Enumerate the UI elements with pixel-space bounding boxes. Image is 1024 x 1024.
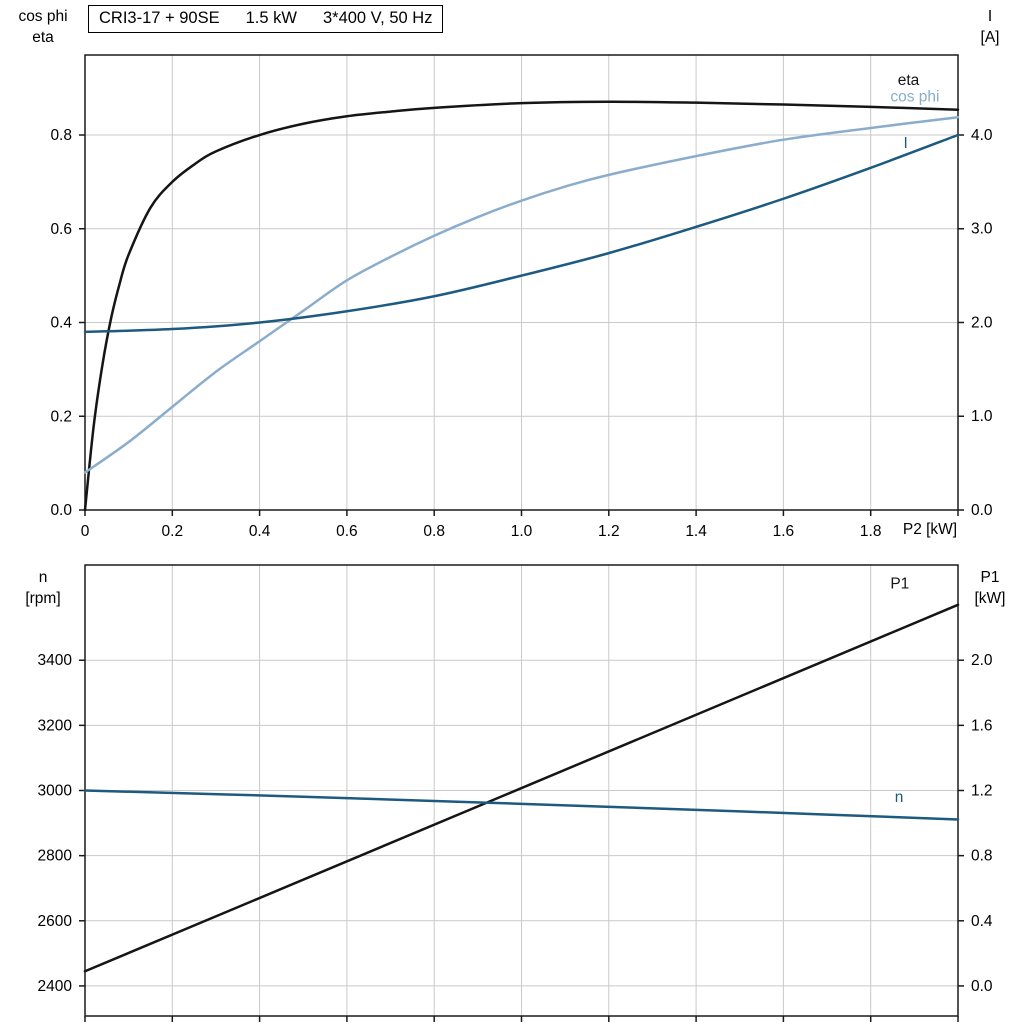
svg-text:1.6: 1.6 bbox=[971, 717, 993, 734]
top-right-axis-label: I [A] bbox=[958, 6, 1022, 48]
speed-axis-label-line2: [rpm] bbox=[25, 590, 61, 607]
svg-text:1.0: 1.0 bbox=[511, 523, 533, 540]
curve-P1 bbox=[83, 603, 960, 973]
svg-text:0.6: 0.6 bbox=[50, 221, 72, 238]
left-axis-label-line2: eta bbox=[32, 29, 54, 46]
svg-text:0.4: 0.4 bbox=[249, 523, 271, 540]
svg-text:0.2: 0.2 bbox=[162, 523, 184, 540]
panel-motor-mechanical: 2400 2600 2800 3000 3200 3400 0.0 0.4 0.8 1.2 1.6 2… bbox=[38, 564, 993, 1022]
tick-labels-motor-mechanical: 2400 2600 2800 3000 3200 3400 0.0 0.4 0.8 1.2 1.6 2… bbox=[38, 652, 993, 995]
svg-text:2.0: 2.0 bbox=[971, 314, 993, 331]
svg-text:2400: 2400 bbox=[38, 978, 73, 995]
svg-text:0.8: 0.8 bbox=[50, 127, 72, 144]
svg-text:0.2: 0.2 bbox=[50, 408, 72, 425]
curve-label-P1: P1 bbox=[890, 576, 909, 593]
title-model: CRI3-17 + 90SE bbox=[99, 9, 220, 27]
svg-text:0.8: 0.8 bbox=[971, 848, 993, 865]
svg-text:3000: 3000 bbox=[38, 783, 73, 800]
svg-text:0.4: 0.4 bbox=[50, 315, 72, 332]
curve-label-cos-phi: cos phi bbox=[890, 88, 939, 105]
svg-text:0.0: 0.0 bbox=[971, 978, 993, 995]
grid-motor-mechanical bbox=[85, 565, 958, 1016]
svg-text:0.4: 0.4 bbox=[971, 913, 993, 930]
svg-text:0.0: 0.0 bbox=[50, 502, 72, 519]
svg-text:2800: 2800 bbox=[38, 848, 73, 865]
bottom-left-axis-label: n [rpm] bbox=[2, 567, 84, 609]
svg-text:0.8: 0.8 bbox=[423, 523, 445, 540]
svg-text:1.2: 1.2 bbox=[598, 523, 620, 540]
right-axis-label-line2: [A] bbox=[980, 29, 1000, 46]
top-left-axis-label: cos phi eta bbox=[2, 6, 84, 48]
svg-text:0: 0 bbox=[81, 523, 90, 540]
tick-marks-motor-mechanical bbox=[79, 659, 964, 1022]
svg-text:3.0: 3.0 bbox=[971, 221, 993, 238]
tick-labels-motor-electrical: 0 0.2 0.4 0.6 0.8 1.0 1.2 1.4 1.6 1.8 0.0 0.2 0.4 0.6… bbox=[50, 127, 992, 540]
svg-text:1.8: 1.8 bbox=[860, 523, 882, 540]
right-axis-label-line1: I bbox=[987, 8, 993, 25]
curve-label-I: I bbox=[903, 135, 907, 152]
svg-text:2600: 2600 bbox=[38, 913, 73, 930]
curve-eta bbox=[83, 100, 960, 512]
svg-text:1.4: 1.4 bbox=[685, 523, 707, 540]
grid-motor-electrical bbox=[85, 55, 958, 510]
panel-motor-electrical: 0 0.2 0.4 0.6 0.8 1.0 1.2 1.4 1.6 1.8 0.0 0.2 0.4 0.6… bbox=[50, 54, 993, 540]
svg-text:2.0: 2.0 bbox=[971, 652, 993, 669]
svg-text:1.2: 1.2 bbox=[971, 783, 993, 800]
svg-text:0.0: 0.0 bbox=[971, 502, 993, 519]
svg-text:3200: 3200 bbox=[38, 717, 73, 734]
title-power: 1.5 kW bbox=[245, 9, 297, 27]
speed-axis-label-line1: n bbox=[38, 569, 48, 586]
x-axis-label: P2 [kW] bbox=[902, 521, 958, 538]
p1-axis-label-line1: P1 bbox=[980, 569, 1000, 586]
svg-text:4.0: 4.0 bbox=[971, 127, 993, 144]
curve-I bbox=[83, 133, 960, 334]
curve-label-n: n bbox=[895, 789, 904, 806]
curve-label-eta: eta bbox=[898, 72, 920, 89]
svg-text:1.0: 1.0 bbox=[971, 408, 993, 425]
left-axis-label-line1: cos phi bbox=[18, 8, 68, 25]
curve-cos-phi bbox=[83, 115, 960, 474]
curve-n bbox=[83, 789, 960, 821]
p1-axis-label-line2: [kW] bbox=[974, 590, 1006, 607]
svg-text:1.6: 1.6 bbox=[773, 523, 795, 540]
title-supply: 3*400 V, 50 Hz bbox=[322, 9, 433, 27]
svg-text:3400: 3400 bbox=[38, 652, 73, 669]
bottom-right-axis-label: P1 [kW] bbox=[958, 567, 1022, 609]
svg-text:0.6: 0.6 bbox=[336, 523, 358, 540]
chart-title-box: CRI3-17 + 90SE 1.5 kW 3*400 V, 50 Hz bbox=[88, 5, 444, 33]
